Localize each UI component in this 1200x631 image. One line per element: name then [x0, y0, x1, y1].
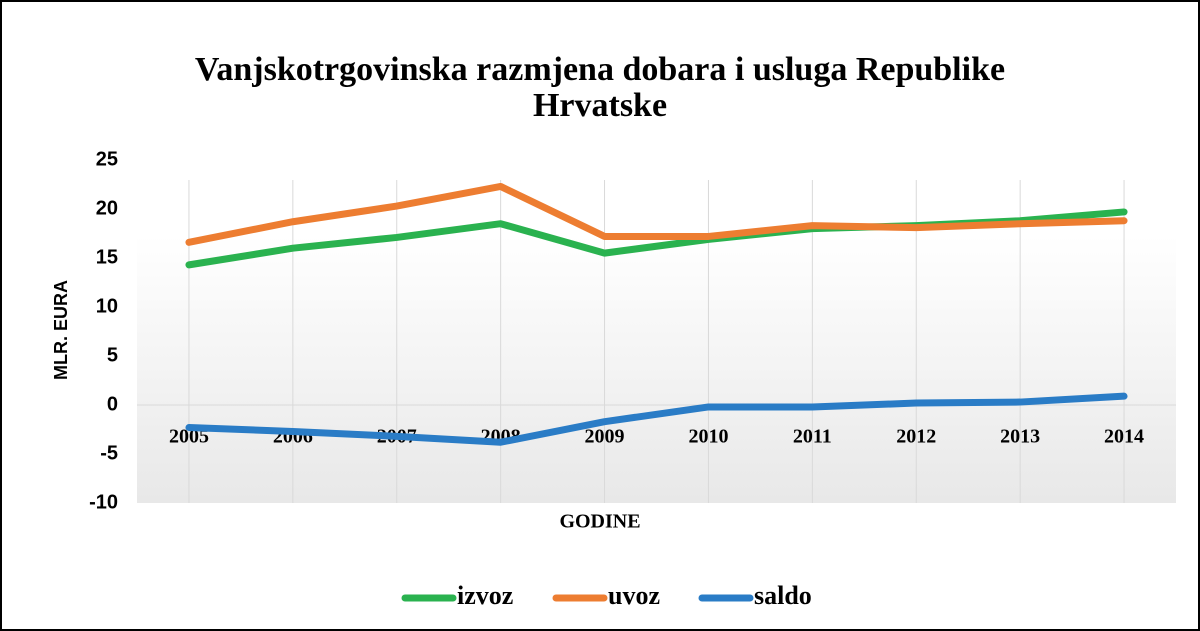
legend-label: saldo — [754, 581, 812, 610]
series-line — [185, 392, 1128, 446]
x-tick-label: 2014 — [1104, 426, 1144, 448]
y-tick-label: 0 — [107, 393, 118, 415]
plot-background — [137, 235, 1176, 503]
legend-label: izvoz — [457, 581, 513, 610]
chart-title: Hrvatske — [533, 87, 667, 124]
y-tick-label: 5 — [107, 344, 118, 366]
x-tick-label: 2009 — [585, 426, 625, 448]
y-tick-label: 20 — [96, 197, 118, 219]
x-tick-label: 2011 — [793, 426, 832, 448]
legend-label: uvoz — [608, 581, 660, 610]
y-tick-label: 15 — [96, 246, 118, 268]
series-line — [185, 182, 1128, 246]
x-axis-title: GODINE — [559, 511, 640, 533]
x-tick-label: 2010 — [688, 426, 728, 448]
chart-title: Vanjskotrgovinska razmjena dobara i uslu… — [195, 51, 1005, 88]
y-axis-title: MLR. EURA — [51, 280, 71, 380]
y-tick-label: -10 — [89, 491, 118, 513]
x-tick-label: 2013 — [1000, 426, 1040, 448]
x-tick-label: 2012 — [896, 426, 936, 448]
y-tick-label: 10 — [96, 295, 118, 317]
y-tick-label: -5 — [100, 442, 118, 464]
y-tick-label: 25 — [96, 148, 118, 170]
